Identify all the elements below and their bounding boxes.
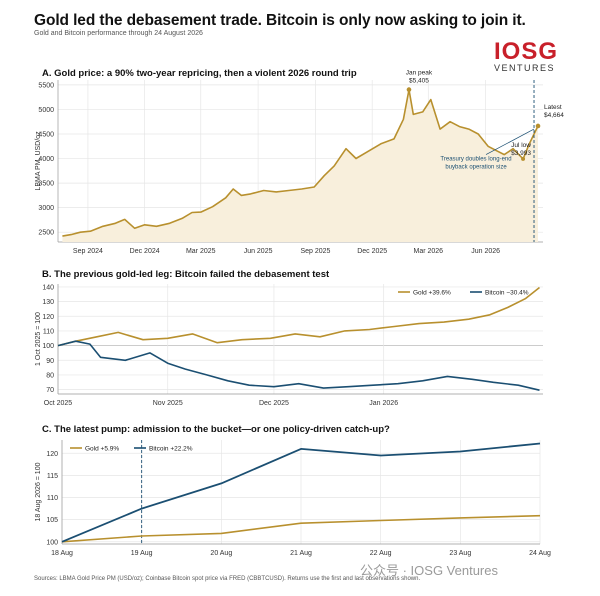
- low-value: $3,993: [511, 150, 531, 157]
- peak-label: Jan peak: [406, 70, 433, 77]
- low-label: Jul low: [511, 142, 531, 149]
- y-axis-label: 1 Oct 2025 = 100: [35, 312, 42, 366]
- page-title: Gold led the debasement trade. Bitcoin i…: [34, 12, 526, 29]
- x-tick-label: 20 Aug: [210, 550, 232, 557]
- gold-area-fill: [62, 89, 539, 242]
- chart-b: 70 80 90 100 110 120 130 140 Oct 2025 Nov 2025 Dec…: [35, 284, 543, 407]
- y-tick-label: 110: [43, 328, 54, 335]
- x-tick-label: Nov 2025: [153, 400, 183, 407]
- x-tick-label: Mar 2026: [414, 248, 444, 255]
- x-tick-label: Sep 2025: [300, 248, 330, 255]
- y-tick-label: 3000: [38, 205, 54, 212]
- y-tick-label: 70: [46, 387, 54, 394]
- x-tick-label: 21 Aug: [290, 550, 312, 557]
- x-tick-label: 23 Aug: [449, 550, 471, 557]
- y-tick-label: 90: [46, 358, 54, 365]
- panel-b-title: B. The previous gold-led leg: Bitcoin fa…: [42, 269, 330, 280]
- treasury-arrow: [485, 128, 535, 155]
- watermark: 公众号 · IOSG Ventures: [360, 563, 498, 578]
- peak-value: $5,405: [409, 78, 429, 85]
- legend-entry: Bitcoin −30.4%: [485, 290, 529, 297]
- x-tick-label: Dec 2024: [130, 248, 160, 255]
- y-tick-label: 4000: [38, 156, 54, 163]
- gold-index-line: [61, 514, 541, 543]
- legend-entry: Bitcoin +22.2%: [149, 446, 193, 453]
- x-tick-label: 22 Aug: [370, 550, 392, 557]
- x-tick-label: Dec 2025: [357, 248, 387, 255]
- x-tick-label: Mar 2025: [186, 248, 216, 255]
- panel-c-title: C. The latest pump: admission to the buc…: [42, 424, 390, 435]
- treasury-label-2: buyback operation size: [445, 165, 507, 171]
- y-tick-label: 2500: [38, 230, 54, 237]
- x-tick-label: 24 Aug: [529, 550, 551, 557]
- y-tick-label: 4500: [38, 132, 54, 139]
- y-tick-label: 115: [47, 473, 58, 480]
- gold-index-line: [57, 286, 540, 347]
- chart-c: 100 105 110 115 120 18 Aug 19 Aug 20 Aug 21 Aug 2…: [35, 440, 551, 557]
- legend-entry: Gold +5.9%: [85, 446, 119, 453]
- peak-marker: [406, 87, 412, 92]
- x-tick-label: Oct 2025: [44, 400, 73, 407]
- y-axis-label: 18 Aug 2026 = 100: [35, 462, 42, 521]
- treasury-label-1: Treasury doubles long-end: [440, 157, 511, 163]
- y-tick-label: 100: [46, 539, 58, 546]
- y-axis-label: LBMA PM, USD/oz: [35, 131, 42, 191]
- iosg-logo: IOSG VENTURES: [494, 38, 564, 74]
- logo-sub: VENTURES: [494, 63, 556, 73]
- bitcoin-index-line: [57, 340, 540, 391]
- gold-price-line: [62, 88, 539, 237]
- y-tick-label: 5500: [38, 82, 54, 89]
- x-tick-label: Jun 2026: [471, 248, 500, 255]
- legend-entry: Gold +39.6%: [413, 290, 451, 297]
- sources-footer: Sources: LBMA Gold Price PM (USD/oz); Co…: [34, 576, 421, 582]
- y-tick-label: 80: [46, 372, 54, 379]
- low-marker: [521, 156, 526, 161]
- y-tick-label: 130: [42, 299, 54, 306]
- panel-a-title: A. Gold price: a 90% two-year repricing,…: [42, 68, 357, 79]
- latest-marker: [535, 123, 541, 129]
- page-subtitle: Gold and Bitcoin performance through 24 …: [34, 30, 203, 37]
- logo-mark: IOSG: [494, 38, 559, 65]
- y-tick-label: 140: [42, 284, 54, 291]
- chart-a: 2500 3000 3500 4000 4500 5000 5500 Sep 2024 Dec …: [35, 70, 564, 255]
- y-tick-label: 120: [42, 314, 54, 321]
- y-tick-label: 5000: [38, 107, 54, 114]
- bitcoin-index-line: [61, 442, 541, 543]
- x-tick-label: Jun 2025: [244, 248, 273, 255]
- y-tick-label: 105: [46, 517, 58, 524]
- x-tick-label: Sep 2024: [73, 248, 103, 255]
- y-tick-label: 3500: [38, 181, 54, 188]
- latest-label: Latest: [544, 104, 562, 111]
- y-tick-label: 120: [46, 451, 58, 458]
- y-tick-label: 110: [47, 495, 58, 502]
- x-tick-label: 19 Aug: [131, 550, 153, 557]
- x-tick-label: 18 Aug: [51, 550, 73, 557]
- x-tick-label: Dec 2025: [259, 400, 289, 407]
- latest-value: $4,664: [544, 112, 564, 119]
- y-tick-label: 100: [42, 343, 54, 350]
- x-tick-label: Jan 2026: [369, 400, 398, 407]
